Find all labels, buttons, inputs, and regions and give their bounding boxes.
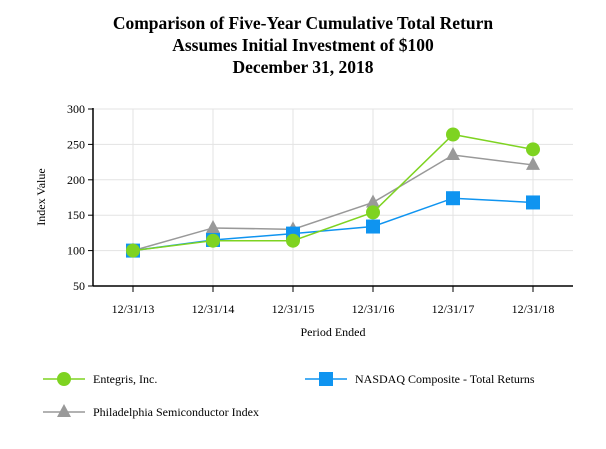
chart-title: Comparison of Five-Year Cumulative Total… [0,12,606,78]
title-line-3: December 31, 2018 [232,57,374,77]
legend-marker-circle [57,372,71,386]
legend-marker-triangle [57,404,71,417]
x-tick-label: 12/31/13 [112,302,155,316]
data-point-circle [286,233,300,248]
y-tick-label: 300 [67,102,85,116]
data-point-triangle [206,219,220,233]
y-tick-label: 250 [67,137,85,151]
data-point-square [446,191,460,206]
y-axis-label: Index Value [34,168,48,225]
x-axis-label: Period Ended [301,325,366,339]
x-tick-label: 12/31/17 [432,302,475,316]
series-line-circle [132,133,534,252]
title-line-1: Comparison of Five-Year Cumulative Total… [112,13,494,33]
legend-label: Entegris, Inc. [93,372,157,386]
data-point-circle [126,243,140,258]
x-tick-label: 12/31/14 [192,302,235,316]
x-tick-label: 12/31/15 [272,302,315,316]
title-line-2: Assumes Initial Investment of $100 [172,35,434,55]
data-point-triangle [366,194,380,208]
x-tick-label: 12/31/16 [352,302,395,316]
legend-label: NASDAQ Composite - Total Returns [355,372,535,386]
data-point-circle [446,127,460,142]
y-tick-label: 50 [73,279,85,293]
data-point-circle [206,233,220,248]
y-tick-label: 100 [67,244,85,258]
data-point-square [526,195,540,210]
data-point-triangle [526,156,540,170]
data-point-triangle [446,147,460,161]
y-tick-label: 150 [67,208,85,222]
legend-marker-square [319,372,333,386]
y-tick-label: 200 [67,173,85,187]
legend-label: Philadelphia Semiconductor Index [93,405,259,419]
series-line-triangle [132,154,534,252]
data-point-square [366,219,380,234]
x-tick-label: 12/31/18 [512,302,555,316]
data-point-circle [526,142,540,157]
data-point-circle [366,205,380,220]
